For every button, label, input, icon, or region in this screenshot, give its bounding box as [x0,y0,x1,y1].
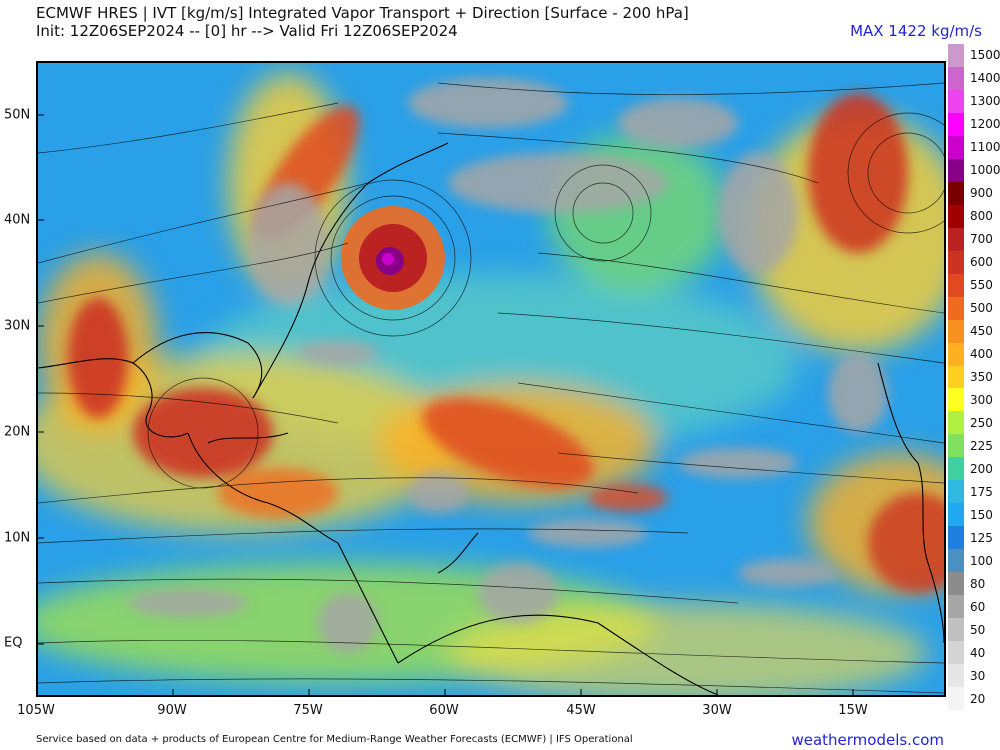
colorbar-segment [948,112,964,137]
colorbar-segment [948,641,964,665]
colorbar-segment [948,457,964,481]
lat-label-30n: 30N [4,318,31,334]
colorbar-segment [948,158,964,183]
lon-label-15w: 15W [838,703,868,718]
colorbar-segment [948,365,964,389]
ivt-field [38,63,944,695]
colorbar-segment [948,342,964,366]
colorbar-segment [948,595,964,619]
colorbar-level-label: 100 [970,553,993,568]
colorbar-level-label: 20 [970,691,986,706]
lon-label-90w: 90W [157,703,187,718]
colorbar-level-label: 175 [970,484,993,499]
lon-label-45w: 45W [566,703,596,718]
colorbar-level-label: 450 [970,324,993,339]
colorbar-level-label: 550 [970,278,993,293]
colorbar-level-label: 500 [970,301,993,316]
lon-label-30w: 30W [702,703,732,718]
colorbar-segment [948,89,964,114]
colorbar-level-label: 125 [970,530,993,545]
colorbar-segment [948,135,964,160]
colorbar-level-label: 30 [970,668,986,683]
colorbar [948,44,964,711]
colorbar-level-label: 1300 [970,94,1000,109]
colorbar-segment [948,66,964,91]
ivt-map [36,61,946,697]
colorbar-segment [948,618,964,642]
colorbar-segment [948,434,964,458]
lat-label-10n: 10N [4,530,31,546]
colorbar-level-label: 600 [970,255,993,270]
colorbar-level-label: 225 [970,438,993,453]
map-title: ECMWF HRES | IVT [kg/m/s] Integrated Vap… [36,4,689,22]
source-attribution: Service based on data + products of Euro… [36,734,633,745]
colorbar-segment [948,227,964,252]
colorbar-segment [948,503,964,527]
colorbar-level-label: 150 [970,507,993,522]
colorbar-level-label: 1000 [970,163,1000,178]
colorbar-level-label: 250 [970,415,993,430]
colorbar-level-label: 200 [970,461,993,476]
colorbar-segment [948,250,964,275]
colorbar-segment [948,480,964,504]
lon-label-105w: 105W [17,703,55,718]
colorbar-segment [948,44,964,68]
colorbar-segment [948,687,964,711]
colorbar-level-label: 300 [970,392,993,407]
colorbar-segment [948,411,964,435]
colorbar-level-label: 350 [970,370,993,384]
site-link[interactable]: weathermodels.com [791,731,944,749]
lat-label-eq: EQ [4,635,23,651]
lon-label-75w: 75W [293,703,323,718]
colorbar-segment [948,273,964,298]
colorbar-level-label: 1400 [970,71,1000,86]
colorbar-segment [948,204,964,229]
colorbar-segment [948,319,964,344]
colorbar-level-label: 40 [970,645,986,660]
colorbar-level-label: 1100 [970,140,1000,155]
lat-label-50n: 50N [4,107,31,123]
colorbar-level-label: 60 [970,599,986,614]
lon-label-60w: 60W [429,703,459,718]
colorbar-segment [948,296,964,321]
colorbar-level-label: 400 [970,347,993,362]
colorbar-level-label: 800 [970,209,993,224]
colorbar-segment [948,388,964,412]
init-valid-time: Init: 12Z06SEP2024 -- [0] hr --> Valid F… [36,22,458,40]
colorbar-segment [948,181,964,206]
lat-label-20n: 20N [4,424,31,440]
colorbar-level-label: 700 [970,232,993,247]
colorbar-segment [948,526,964,550]
colorbar-level-label: 50 [970,622,986,637]
colorbar-level-label: 80 [970,576,986,591]
colorbar-level-label: 1500 [970,48,1000,63]
max-value-label: MAX 1422 kg/m/s [850,22,982,40]
lat-label-40n: 40N [4,212,31,228]
colorbar-level-label: 1200 [970,117,1000,132]
colorbar-segment [948,549,964,573]
colorbar-segment [948,664,964,688]
colorbar-segment [948,572,964,596]
colorbar-level-label: 900 [970,186,993,201]
